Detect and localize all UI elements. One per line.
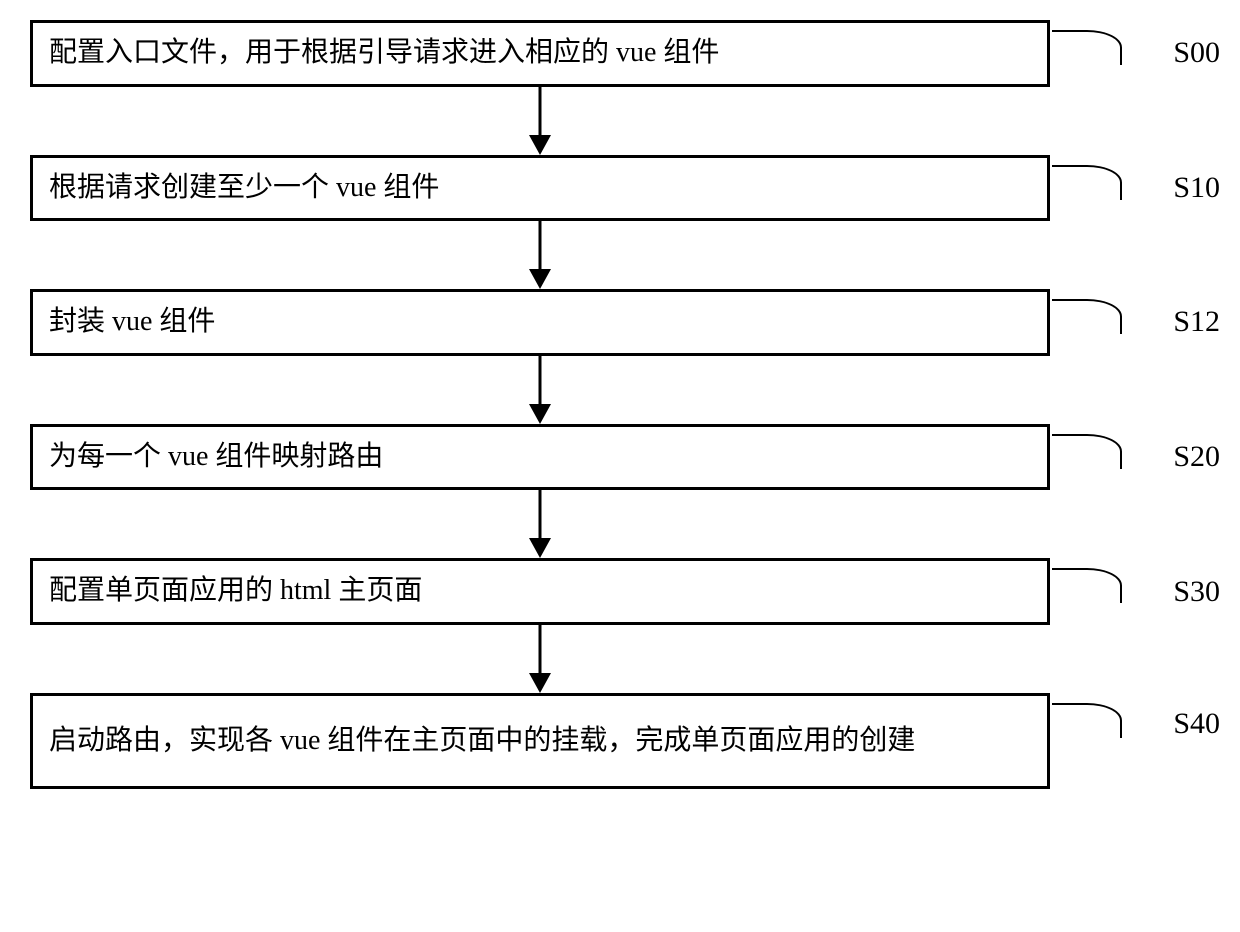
step-text: 根据请求创建至少一个 vue 组件 xyxy=(49,168,439,209)
arrow-line-icon xyxy=(539,356,542,408)
step-box-s00: 配置入口文件，用于根据引导请求进入相应的 vue 组件 xyxy=(30,20,1050,87)
flowchart-step: 为每一个 vue 组件映射路由 S20 xyxy=(30,424,1210,491)
arrow-line-icon xyxy=(539,87,542,139)
flowchart-step: 配置单页面应用的 html 主页面 S30 xyxy=(30,558,1210,625)
step-box-s12: 封装 vue 组件 xyxy=(30,289,1050,356)
label-connector xyxy=(1052,165,1122,200)
flowchart-arrow xyxy=(30,221,1050,289)
step-label: S10 xyxy=(1173,171,1220,205)
flowchart-step: 配置入口文件，用于根据引导请求进入相应的 vue 组件 S00 xyxy=(30,20,1210,87)
label-connector xyxy=(1052,30,1122,65)
step-box-s40: 启动路由，实现各 vue 组件在主页面中的挂载，完成单页面应用的创建 xyxy=(30,693,1050,789)
arrow-head-icon xyxy=(529,135,551,155)
step-box-s20: 为每一个 vue 组件映射路由 xyxy=(30,424,1050,491)
flowchart-arrow xyxy=(30,356,1050,424)
step-box-s30: 配置单页面应用的 html 主页面 xyxy=(30,558,1050,625)
arrow-head-icon xyxy=(529,538,551,558)
step-box-s10: 根据请求创建至少一个 vue 组件 xyxy=(30,155,1050,222)
step-label: S30 xyxy=(1173,575,1220,609)
arrow-line-icon xyxy=(539,625,542,677)
step-text: 配置入口文件，用于根据引导请求进入相应的 vue 组件 xyxy=(49,33,719,74)
arrow-head-icon xyxy=(529,673,551,693)
step-label: S00 xyxy=(1173,36,1220,70)
step-label: S40 xyxy=(1173,707,1220,741)
step-label: S12 xyxy=(1173,305,1220,339)
step-text: 封装 vue 组件 xyxy=(49,302,215,343)
label-connector xyxy=(1052,568,1122,603)
step-text: 为每一个 vue 组件映射路由 xyxy=(49,437,383,478)
flowchart-step: 根据请求创建至少一个 vue 组件 S10 xyxy=(30,155,1210,222)
label-connector xyxy=(1052,434,1122,469)
arrow-head-icon xyxy=(529,404,551,424)
flowchart-step: 启动路由，实现各 vue 组件在主页面中的挂载，完成单页面应用的创建 S40 xyxy=(30,693,1210,789)
flowchart-container: 配置入口文件，用于根据引导请求进入相应的 vue 组件 S00 根据请求创建至少… xyxy=(30,20,1210,789)
arrow-line-icon xyxy=(539,490,542,542)
label-connector xyxy=(1052,703,1122,738)
step-label: S20 xyxy=(1173,440,1220,474)
arrow-head-icon xyxy=(529,269,551,289)
step-text: 启动路由，实现各 vue 组件在主页面中的挂载，完成单页面应用的创建 xyxy=(49,721,915,762)
flowchart-arrow xyxy=(30,490,1050,558)
step-text: 配置单页面应用的 html 主页面 xyxy=(49,571,422,612)
flowchart-arrow xyxy=(30,625,1050,693)
label-connector xyxy=(1052,299,1122,334)
flowchart-step: 封装 vue 组件 S12 xyxy=(30,289,1210,356)
arrow-line-icon xyxy=(539,221,542,273)
flowchart-arrow xyxy=(30,87,1050,155)
